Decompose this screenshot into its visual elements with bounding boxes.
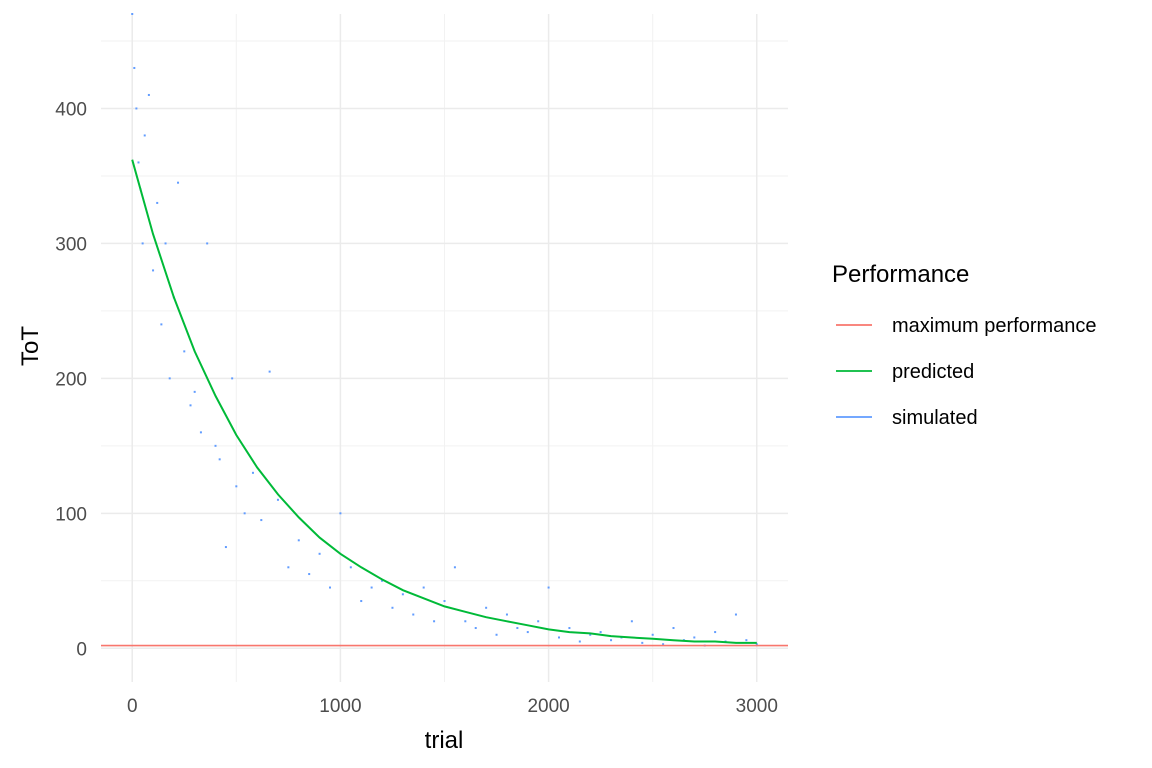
simulated-point xyxy=(495,633,498,636)
simulated-point xyxy=(568,627,571,630)
simulated-point xyxy=(135,107,138,110)
simulated-point xyxy=(485,606,488,609)
simulated-point xyxy=(630,620,633,623)
simulated-point xyxy=(318,552,321,555)
simulated-point xyxy=(505,613,508,616)
simulated-point xyxy=(224,546,227,549)
simulated-point xyxy=(243,512,246,515)
simulated-point xyxy=(131,13,134,15)
simulated-point xyxy=(734,613,737,616)
simulated-point xyxy=(599,631,602,634)
x-tick-label: 1000 xyxy=(319,696,361,717)
simulated-point xyxy=(156,201,159,204)
simulated-point xyxy=(308,573,311,576)
x-axis-tick-labels: 0 1000 2000 3000 xyxy=(127,696,778,717)
x-tick-label: 0 xyxy=(127,696,138,717)
simulated-point xyxy=(152,269,155,272)
predicted-line xyxy=(131,159,757,644)
simulated-point xyxy=(183,350,186,353)
simulated-point xyxy=(443,600,446,603)
y-tick-label: 100 xyxy=(55,504,87,525)
y-axis-title: ToT xyxy=(17,326,44,366)
simulated-point xyxy=(177,181,180,184)
series-lines xyxy=(101,159,788,647)
simulated-point xyxy=(370,586,373,589)
simulated-point xyxy=(214,444,217,447)
simulated-point xyxy=(160,323,163,326)
simulated-point xyxy=(537,620,540,623)
simulated-point xyxy=(578,640,581,643)
legend-label-simulated: simulated xyxy=(892,407,978,429)
simulated-point xyxy=(745,639,748,642)
simulated-point xyxy=(526,631,529,634)
simulated-point xyxy=(260,519,263,522)
y-tick-label: 300 xyxy=(55,234,87,255)
y-tick-label: 200 xyxy=(55,369,87,390)
legend-label-predicted: predicted xyxy=(892,361,974,383)
simulated-point xyxy=(164,242,167,245)
simulated-point xyxy=(147,93,150,96)
legend-items: maximum performance predicted simulated xyxy=(836,315,1097,429)
y-tick-label: 0 xyxy=(76,639,87,660)
simulated-point xyxy=(231,377,234,380)
simulated-point xyxy=(651,633,654,636)
simulated-point xyxy=(589,633,592,636)
simulated-point xyxy=(610,639,613,642)
legend-title: Performance xyxy=(832,261,969,288)
y-axis-tick-labels: 0 100 200 300 400 xyxy=(55,99,87,660)
grid-major xyxy=(101,14,788,682)
simulated-point xyxy=(412,613,415,616)
simulated-point xyxy=(329,586,331,589)
simulated-point xyxy=(168,377,171,380)
legend-label-maximum-performance: maximum performance xyxy=(892,315,1097,337)
simulated-point xyxy=(193,390,196,393)
simulated-point xyxy=(433,620,436,623)
simulated-point xyxy=(381,579,384,582)
simulated-point xyxy=(641,641,644,644)
simulated-point xyxy=(547,586,550,589)
simulated-point xyxy=(755,643,758,646)
simulated-point xyxy=(287,566,290,569)
simulated-point xyxy=(391,606,394,609)
simulated-point xyxy=(199,431,202,434)
simulated-point xyxy=(464,620,467,623)
simulated-point xyxy=(251,471,254,474)
simulated-point xyxy=(693,636,696,639)
x-axis-title: trial xyxy=(425,727,464,754)
simulated-point xyxy=(714,631,717,634)
simulated-point xyxy=(422,586,425,589)
simulated-point xyxy=(189,404,192,407)
simulated-point xyxy=(662,643,665,646)
simulated-point xyxy=(401,593,404,596)
simulated-point xyxy=(137,161,140,164)
simulated-point xyxy=(276,498,279,501)
simulated-point xyxy=(235,485,238,488)
simulated-point xyxy=(297,539,300,542)
simulated-point xyxy=(206,242,209,245)
simulated-point xyxy=(453,566,456,569)
simulated-point xyxy=(133,66,136,69)
simulated-point xyxy=(268,370,271,373)
simulated-point xyxy=(672,627,675,630)
simulated-point xyxy=(218,458,221,461)
y-tick-label: 400 xyxy=(55,99,87,120)
legend: Performance maximum performance predicted… xyxy=(832,261,1097,429)
x-tick-label: 2000 xyxy=(527,696,569,717)
simulated-point xyxy=(141,242,144,245)
simulated-point xyxy=(516,627,519,630)
simulated-point xyxy=(349,566,352,569)
x-tick-label: 3000 xyxy=(736,696,778,717)
simulated-point xyxy=(474,627,477,630)
simulated-point xyxy=(360,600,363,603)
simulated-point xyxy=(558,636,560,639)
simulated-point xyxy=(339,512,342,515)
grid-minor xyxy=(101,14,788,682)
simulated-point xyxy=(143,134,146,137)
